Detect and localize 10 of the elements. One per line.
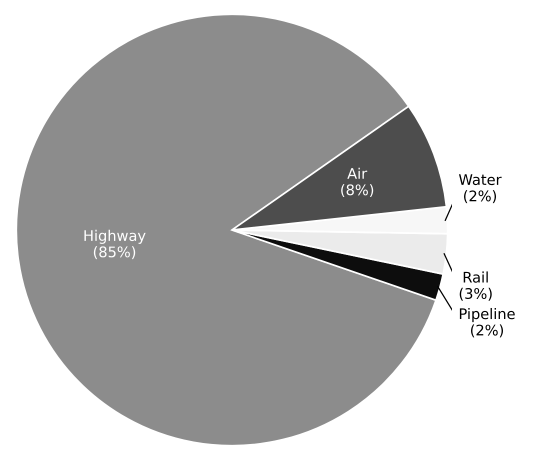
data-label: (85%) [94, 246, 136, 260]
data-label: (8%) [341, 184, 374, 198]
data-label: (2%) [464, 190, 496, 204]
slice-label: Pipeline [460, 308, 515, 322]
slice-label: Water [458, 174, 502, 186]
data-label: (3%) [460, 288, 492, 301]
slice-label: Highway [84, 230, 146, 244]
slice-label: Air [347, 168, 368, 179]
slice-label: Rail [464, 271, 488, 283]
data-label: (2%) [471, 324, 504, 338]
